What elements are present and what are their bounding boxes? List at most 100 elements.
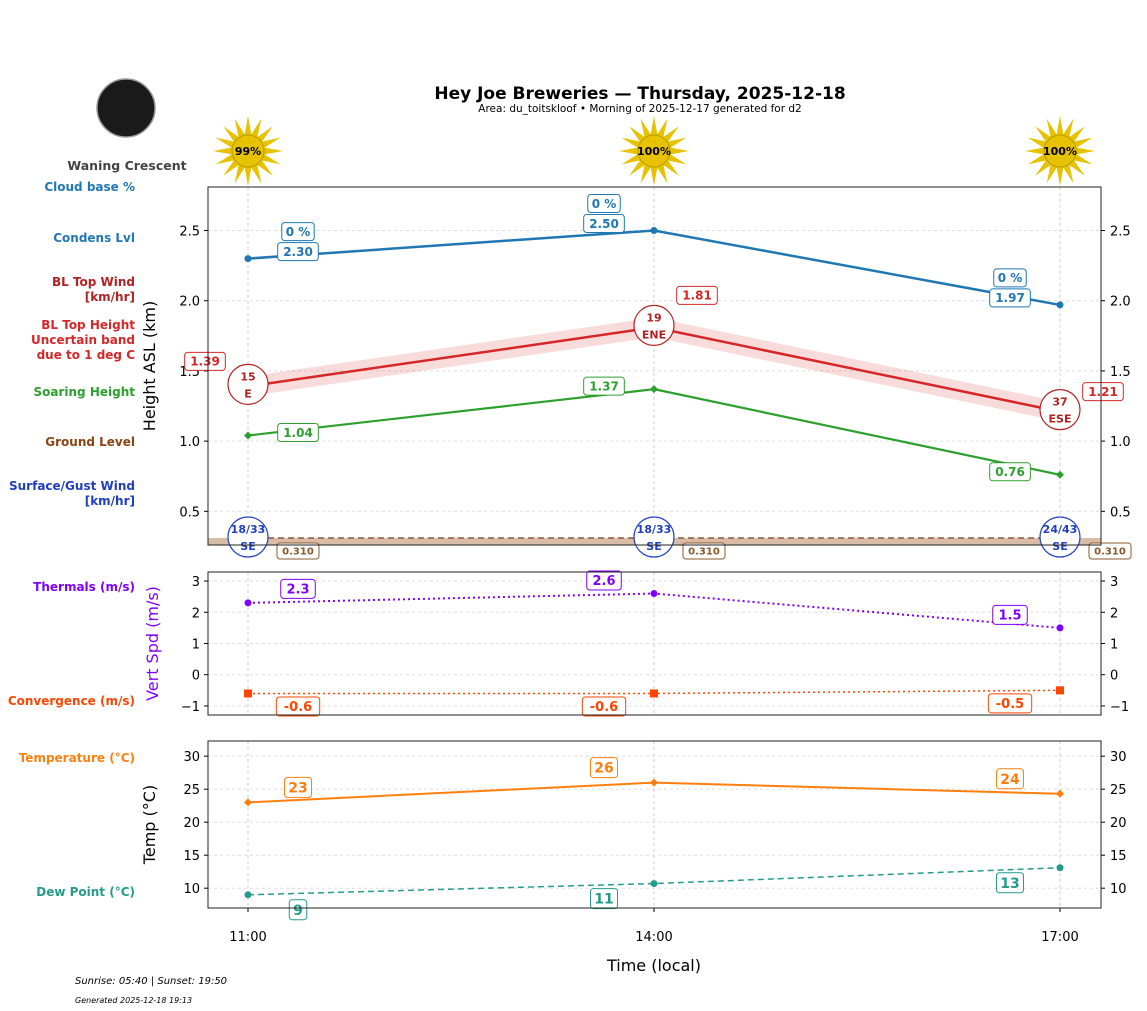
ground-label-box xyxy=(276,542,320,560)
sun-times: Sunrise: 05:40 | Sunset: 19:50 xyxy=(75,976,227,987)
y-tick-label: 0 xyxy=(192,669,200,684)
bl-top-wind-direction: E xyxy=(244,387,252,400)
convergence-label-box xyxy=(581,696,627,717)
y-tick-label: 20 xyxy=(183,816,200,831)
surface-wind-direction: SE xyxy=(1052,540,1067,553)
dewpoint-point xyxy=(650,880,658,888)
thermals-point xyxy=(244,599,252,607)
y-tick-label: 25 xyxy=(183,783,200,798)
y-tick-label-right: 0.5 xyxy=(1110,505,1131,520)
y-tick-label: 2.0 xyxy=(179,295,200,310)
dewpoint-point xyxy=(1056,864,1064,872)
soaring-point xyxy=(650,385,658,394)
left-label: Ground Level xyxy=(45,435,135,449)
temperature-label-box xyxy=(283,776,313,798)
condens-label: 2.50 xyxy=(589,217,619,231)
y-tick-label: 0.5 xyxy=(179,505,200,520)
dewpoint-point xyxy=(244,891,252,899)
y-axis-label: Temp (°C) xyxy=(140,785,159,865)
surface-wind-speed: 24/43 xyxy=(1043,523,1078,536)
y-tick-label-right: 30 xyxy=(1110,750,1127,765)
temperature-label: 24 xyxy=(1000,772,1020,788)
moon-phase: Waning Crescent xyxy=(67,158,186,173)
y-tick-label-right: 2.0 xyxy=(1110,295,1131,310)
x-axis-label: Time (local) xyxy=(606,956,701,975)
dewpoint-label-box xyxy=(589,888,619,910)
sun-percent: 100% xyxy=(637,145,671,158)
bl-top-wind-circle xyxy=(227,363,269,405)
surface-wind-direction: SE xyxy=(240,540,255,553)
bl-top-wind-circle xyxy=(1039,389,1081,431)
condens-point xyxy=(1056,301,1064,309)
bl-top-wind-direction: ESE xyxy=(1049,413,1072,426)
thermals-label-box xyxy=(992,604,1028,625)
ground-label: 0.310 xyxy=(688,547,720,558)
left-label: Soaring Height xyxy=(34,385,136,399)
ground-label: 0.310 xyxy=(282,547,314,558)
ground-label-box xyxy=(1088,542,1132,560)
y-tick-label-right: 1.0 xyxy=(1110,435,1131,450)
convergence-point xyxy=(650,689,658,698)
left-label: Thermals (m/s) xyxy=(33,580,135,594)
cloud-base-label-box xyxy=(587,194,621,214)
x-tick-label: 14:00 xyxy=(635,930,672,945)
y-axis-label: Height ASL (km) xyxy=(140,301,159,431)
bl-top-label: 1.39 xyxy=(190,355,220,369)
bl-top-wind-direction: ENE xyxy=(642,328,666,341)
soaring-point xyxy=(244,431,252,440)
condens-point xyxy=(244,255,252,263)
y-tick-label: 2 xyxy=(192,606,200,621)
surface-wind-direction: SE xyxy=(646,540,661,553)
soaring-label: 0.76 xyxy=(995,465,1025,479)
cloud-base-label-box xyxy=(281,222,315,242)
cloud-base-label: 0 % xyxy=(286,225,311,239)
left-label: Uncertain band xyxy=(31,333,135,347)
thermals-label: 2.6 xyxy=(592,574,615,589)
condens-point xyxy=(650,227,658,235)
surface-wind-circle xyxy=(633,516,675,558)
y-tick-label: 15 xyxy=(183,849,200,864)
convergence-label: -0.6 xyxy=(590,700,618,715)
left-label: BL Top Wind xyxy=(52,275,135,289)
left-label: Surface/Gust Wind xyxy=(9,479,135,493)
left-label: Convergence (m/s) xyxy=(8,694,135,708)
dewpoint-label: 13 xyxy=(1000,876,1019,892)
surface-wind-circle xyxy=(227,516,269,558)
chart-title: Hey Joe Breweries — Thursday, 2025-12-18 xyxy=(434,84,845,104)
y-tick-label-right: −1 xyxy=(1110,700,1129,715)
y-tick-label-right: 1.5 xyxy=(1110,365,1131,380)
axes-frame xyxy=(207,186,1102,546)
surface-wind-speed: 18/33 xyxy=(637,523,672,536)
soaring-label-box xyxy=(277,422,319,442)
condens-label: 1.97 xyxy=(995,291,1025,305)
y-tick-label: 10 xyxy=(183,882,200,897)
thermals-point xyxy=(650,590,658,598)
bl-top-label-box xyxy=(1082,382,1124,402)
bl-top-label: 1.21 xyxy=(1088,385,1118,399)
y-tick-label-right: 15 xyxy=(1110,849,1127,864)
soaring-line xyxy=(247,388,1061,476)
moon-icon xyxy=(96,78,156,138)
temperature-point xyxy=(244,798,252,807)
bl-top-wind-speed: 37 xyxy=(1052,396,1067,409)
dewpoint-line xyxy=(247,866,1061,896)
dewpoint-label-box xyxy=(288,899,308,921)
dewpoint-label-box xyxy=(995,872,1025,894)
soaring-label: 1.37 xyxy=(589,379,619,393)
condens-label: 2.30 xyxy=(283,245,313,259)
y-tick-label-right: 3 xyxy=(1110,575,1118,590)
ground-label: 0.310 xyxy=(1094,547,1126,558)
thermals-label-box xyxy=(280,578,316,599)
y-tick-label: −1 xyxy=(181,700,200,715)
y-tick-label-right: 20 xyxy=(1110,816,1127,831)
y-tick-label-right: 10 xyxy=(1110,882,1127,897)
y-tick-label-right: 25 xyxy=(1110,783,1127,798)
x-tick-label: 11:00 xyxy=(229,930,266,945)
left-label: Condens Lvl xyxy=(53,231,135,245)
x-tick-label: 17:00 xyxy=(1041,930,1078,945)
bl-top-label-box xyxy=(184,351,226,371)
thermals-label: 1.5 xyxy=(998,609,1021,624)
bl-top-wind-speed: 15 xyxy=(240,370,255,383)
dewpoint-label: 9 xyxy=(293,903,303,919)
temperature-point xyxy=(1056,789,1064,798)
